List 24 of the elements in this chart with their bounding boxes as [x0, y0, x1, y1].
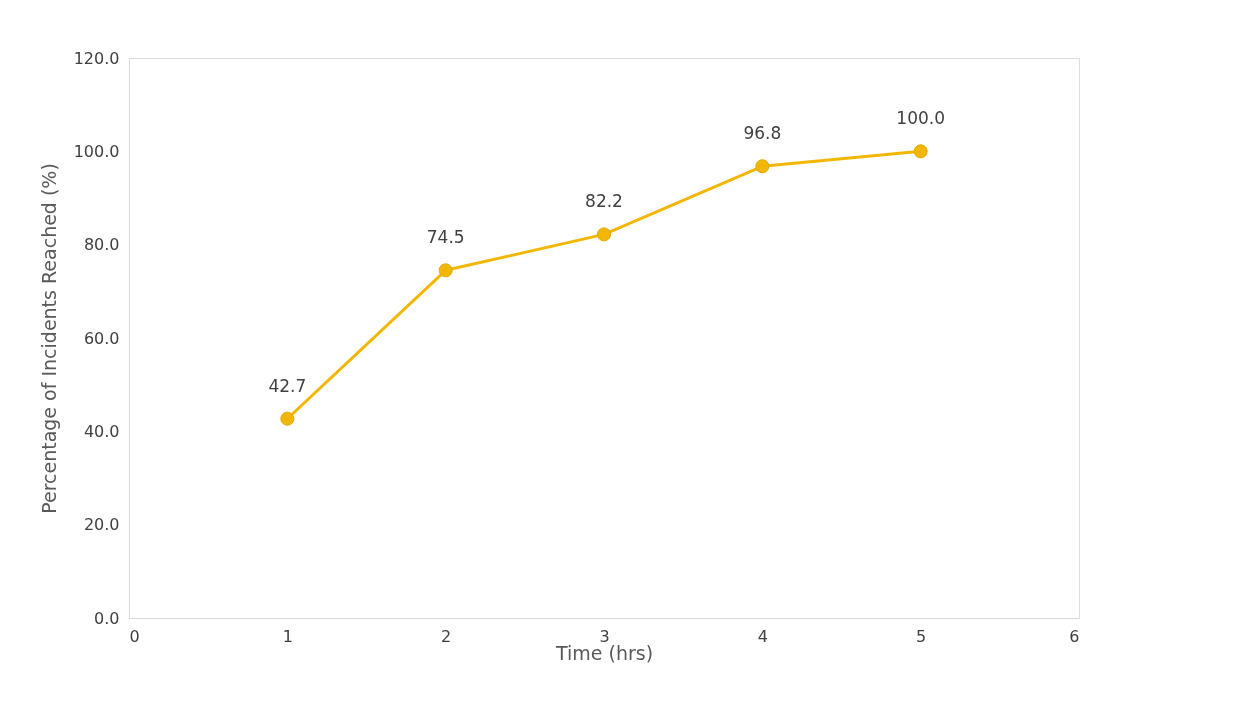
x-tick-label: 6	[1069, 626, 1080, 646]
data-label: 42.7	[268, 375, 307, 396]
data-label: 100.0	[896, 108, 945, 129]
y-tick-label: 60.0	[83, 328, 120, 348]
point	[280, 411, 295, 426]
y-tick-label: 80.0	[83, 235, 120, 255]
x-tick-label: 0	[129, 626, 140, 646]
data-label: 74.5	[426, 227, 465, 248]
x-tick-label: 2	[441, 626, 452, 646]
y-tick-label: 0.0	[94, 608, 120, 628]
point	[596, 227, 612, 242]
y-tick-label: 120.0	[73, 48, 120, 68]
point	[755, 159, 770, 174]
x-tick-label: 5	[916, 626, 927, 646]
y-tick-label: 100.0	[73, 141, 120, 161]
data-label: 82.2	[585, 191, 623, 212]
point	[438, 263, 453, 278]
x-tick-label: 1	[282, 626, 293, 646]
point	[913, 144, 928, 159]
y-tick-label: 20.0	[83, 515, 120, 535]
y-axis-title: Percentage of Incidents Reached (%)	[37, 163, 60, 514]
x-tick-label: 4	[757, 626, 768, 646]
y-tick-label: 40.0	[83, 421, 120, 441]
data-label: 96.8	[743, 123, 782, 144]
